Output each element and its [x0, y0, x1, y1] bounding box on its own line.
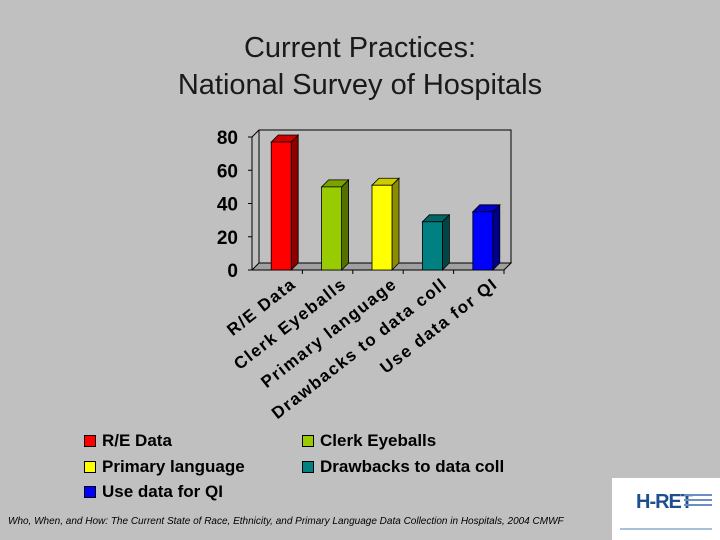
- legend-item: Drawbacks to data coll: [302, 457, 504, 477]
- legend-swatch: [302, 461, 314, 473]
- legend-swatch: [84, 486, 96, 498]
- legend-label: Drawbacks to data coll: [320, 457, 505, 476]
- bar: [371, 177, 400, 271]
- bar-side: [441, 213, 450, 271]
- legend-item: Primary language: [84, 457, 245, 477]
- bar: [320, 178, 350, 271]
- y-tick-label: 20: [217, 228, 238, 249]
- slide-title: Current Practices: National Survey of Ho…: [0, 30, 720, 104]
- plot-edge: [251, 129, 260, 138]
- legend-label: Primary language: [102, 457, 245, 476]
- title-line-1: Current Practices:: [243, 32, 477, 64]
- y-tick-label: 0: [227, 261, 238, 282]
- legend-item: Clerk Eyeballs: [302, 431, 436, 451]
- y-tick-label: 80: [217, 128, 238, 149]
- legend-swatch: [84, 435, 96, 447]
- logo-mark: H-RET: [636, 491, 693, 513]
- legend-item: Use data for QI: [84, 482, 223, 502]
- bar-front: [421, 221, 443, 271]
- footer-citation: Who, When, and How: The Current State of…: [8, 516, 564, 527]
- legend-swatch: [84, 461, 96, 473]
- bar-front: [270, 141, 292, 271]
- legend-label: Use data for QI: [102, 482, 223, 501]
- bar: [270, 134, 300, 271]
- legend-label: Clerk Eyeballs: [320, 431, 437, 450]
- bar-front: [371, 184, 393, 271]
- bar-side: [341, 178, 350, 271]
- bar-front: [472, 211, 494, 271]
- bar-side: [290, 134, 299, 271]
- legend-swatch: [302, 435, 314, 447]
- legend-label: R/E Data: [102, 431, 172, 450]
- legend-item: R/E Data: [84, 431, 172, 451]
- bar-side: [492, 203, 501, 271]
- y-tick-label: 60: [217, 161, 238, 182]
- y-tick-label: 40: [217, 195, 238, 216]
- bar: [471, 203, 501, 271]
- hret-logo-icon: H-RET: [612, 478, 720, 540]
- title-line-2: National Survey of Hospitals: [177, 69, 543, 101]
- bar-side: [391, 177, 400, 271]
- chart-legend: R/E Data Clerk Eyeballs Primary language Dr…: [84, 431, 544, 503]
- bar: [421, 213, 451, 271]
- bar-front: [321, 186, 343, 271]
